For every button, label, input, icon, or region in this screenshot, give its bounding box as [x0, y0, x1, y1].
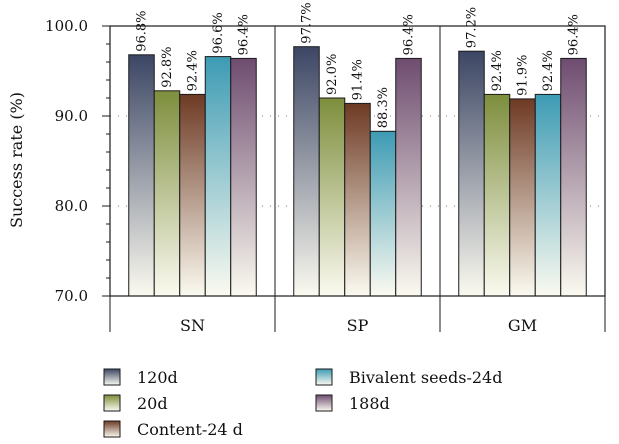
legend-swatch	[315, 368, 333, 386]
y-tick-label: 90.0	[55, 107, 88, 125]
legend-swatch	[103, 394, 121, 412]
bar	[458, 50, 485, 297]
bar	[560, 57, 587, 297]
category-label: GM	[508, 316, 537, 335]
legend-swatch	[315, 394, 333, 412]
legend: 120d 20d Content-24 d Bivalent seeds-24d 188…	[103, 368, 502, 439]
bar	[395, 57, 422, 297]
bars	[128, 46, 587, 297]
data-label: 97.7%	[300, 2, 315, 43]
bar	[128, 54, 155, 297]
bar	[230, 57, 257, 297]
data-label: 91.4%	[351, 59, 366, 100]
data-label: 96.8%	[135, 10, 150, 51]
category-label: SN	[180, 316, 205, 335]
legend-label: Bivalent seeds-24d	[349, 368, 502, 387]
bar	[509, 98, 536, 297]
data-labels: 96.8% 92.8% 92.4% 96.6% 96.4% 97.7% 92.0% 91.4%…	[135, 2, 582, 128]
bar	[483, 93, 511, 297]
x-axis: SN SP GM	[180, 316, 537, 335]
legend-label: 20d	[137, 394, 168, 413]
legend-label: 120d	[137, 368, 178, 387]
data-label: 96.6%	[211, 12, 226, 53]
bar	[344, 102, 371, 297]
bar	[293, 46, 320, 297]
y-tick-label: 100.0	[45, 17, 88, 35]
data-label: 91.9%	[516, 55, 531, 96]
data-label: 88.3%	[376, 87, 391, 128]
data-label: 96.4%	[567, 14, 582, 55]
bar	[369, 130, 397, 297]
bar	[179, 93, 206, 297]
bar	[534, 93, 562, 297]
y-tick-label: 80.0	[55, 197, 88, 215]
legend-label: Content-24 d	[137, 420, 243, 439]
y-axis-title: Success rate (%)	[7, 92, 26, 228]
legend-swatch	[103, 420, 121, 438]
bar	[204, 56, 232, 297]
y-tick-label: 70.0	[55, 287, 88, 305]
data-label: 96.4%	[237, 14, 252, 55]
data-label: 92.8%	[160, 46, 175, 87]
data-label: 96.4%	[402, 14, 417, 55]
legend-swatch	[103, 368, 121, 386]
plot-frame	[109, 25, 606, 332]
data-label: 92.4%	[186, 50, 201, 91]
legend-label: 188d	[349, 394, 390, 413]
data-label: 97.2%	[465, 7, 480, 48]
y-axis: 70.0 80.0 90.0 100.0	[45, 17, 110, 305]
data-label: 92.4%	[541, 50, 556, 91]
data-label: 92.0%	[325, 54, 340, 95]
bar	[153, 90, 181, 297]
data-label: 92.4%	[490, 50, 505, 91]
category-label: SP	[347, 316, 369, 335]
bar	[318, 97, 346, 297]
plot-border	[109, 25, 606, 297]
